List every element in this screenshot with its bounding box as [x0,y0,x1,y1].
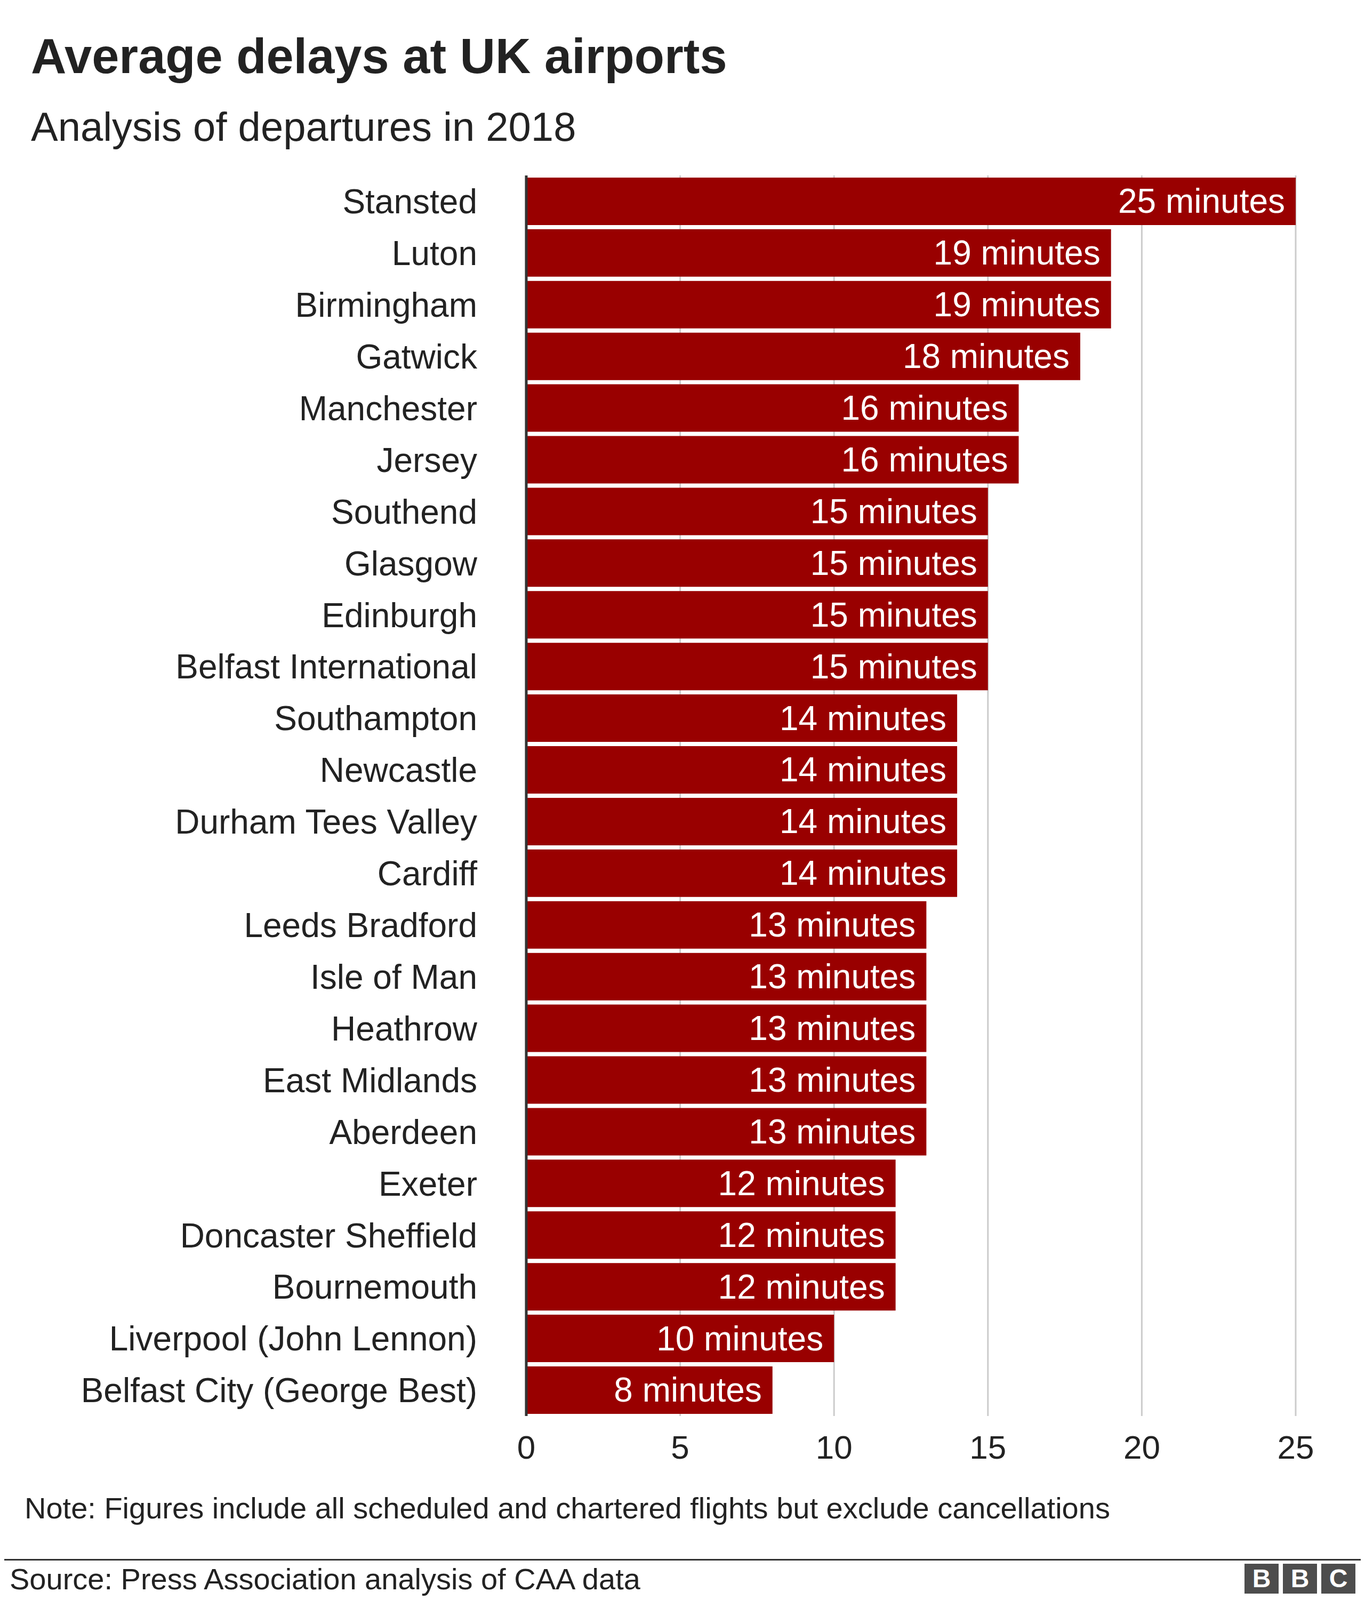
html-text:Average delays at UK airports: Average delays at UK airports [30,28,728,84]
svg-text:Cardiff: Cardiff [377,854,478,893]
svg-text:Luton: Luton [391,234,478,273]
svg-text:Gatwick: Gatwick [355,337,478,376]
svg-text:East Midlands: East Midlands [262,1061,478,1100]
svg-text:Durham Tees Valley: Durham Tees Valley [174,802,478,841]
svg-text:13 minutes: 13 minutes [748,905,916,944]
svg-text:15: 15 [969,1428,1007,1466]
svg-text:25: 25 [1277,1428,1315,1466]
svg-text:Leeds Bradford: Leeds Bradford [243,905,478,945]
svg-text:10: 10 [815,1428,853,1466]
svg-text:Birmingham: Birmingham [295,285,478,325]
html-text:B: B [1290,1563,1310,1593]
svg-text:19 minutes: 19 minutes [933,285,1101,324]
svg-text:12 minutes: 12 minutes [718,1215,886,1255]
html-text:B: B [1252,1563,1271,1593]
svg-text:Stansted: Stansted [342,182,478,221]
svg-text:18 minutes: 18 minutes [902,336,1070,376]
svg-text:Belfast City (George Best): Belfast City (George Best) [81,1370,478,1410]
svg-text:14 minutes: 14 minutes [779,801,947,841]
svg-text:Newcastle: Newcastle [319,750,478,790]
svg-text:0: 0 [517,1428,536,1466]
svg-text:Belfast International: Belfast International [175,647,478,686]
svg-text:Jersey: Jersey [376,440,478,480]
svg-text:Liverpool (John Lennon): Liverpool (John Lennon) [109,1319,478,1358]
svg-text:20: 20 [1123,1428,1161,1466]
html-text:Source: Press Association anal: Source: Press Association analysis of CA… [9,1561,641,1596]
svg-text:12 minutes: 12 minutes [718,1267,886,1306]
svg-text:15 minutes: 15 minutes [810,647,978,686]
svg-text:25 minutes: 25 minutes [1118,181,1286,221]
svg-text:14 minutes: 14 minutes [779,750,947,789]
svg-text:Exeter: Exeter [378,1164,478,1203]
svg-text:Aberdeen: Aberdeen [328,1112,478,1152]
svg-text:Doncaster Sheffield: Doncaster Sheffield [180,1216,478,1255]
svg-text:12 minutes: 12 minutes [718,1163,886,1203]
svg-text:16 minutes: 16 minutes [840,440,1008,479]
svg-text:Heathrow: Heathrow [331,1009,478,1048]
svg-text:13 minutes: 13 minutes [748,957,916,996]
svg-text:14 minutes: 14 minutes [779,853,947,893]
svg-text:Glasgow: Glasgow [344,544,478,583]
svg-text:19 minutes: 19 minutes [933,233,1101,272]
svg-text:10 minutes: 10 minutes [656,1319,824,1358]
svg-text:Isle of Man: Isle of Man [310,957,478,997]
html-text:Analysis of departures in 2018: Analysis of departures in 2018 [30,103,577,150]
svg-text:13 minutes: 13 minutes [748,1008,916,1048]
svg-text:13 minutes: 13 minutes [748,1112,916,1151]
svg-text:15 minutes: 15 minutes [810,543,978,583]
svg-text:8 minutes: 8 minutes [613,1370,762,1409]
svg-text:15 minutes: 15 minutes [810,595,978,634]
svg-text:5: 5 [670,1428,689,1466]
svg-text:15 minutes: 15 minutes [810,492,978,531]
html-text:C: C [1329,1563,1348,1593]
html-text:Note: Figures include all sche: Note: Figures include all scheduled and … [24,1490,1111,1525]
svg-text:Southampton: Southampton [274,699,478,738]
svg-text:16 minutes: 16 minutes [840,388,1008,428]
svg-text:14 minutes: 14 minutes [779,699,947,738]
svg-text:13 minutes: 13 minutes [748,1060,916,1099]
svg-text:Bournemouth: Bournemouth [272,1267,478,1306]
svg-text:Manchester: Manchester [299,389,478,428]
svg-text:Southend: Southend [331,492,478,532]
svg-text:Edinburgh: Edinburgh [321,596,478,635]
